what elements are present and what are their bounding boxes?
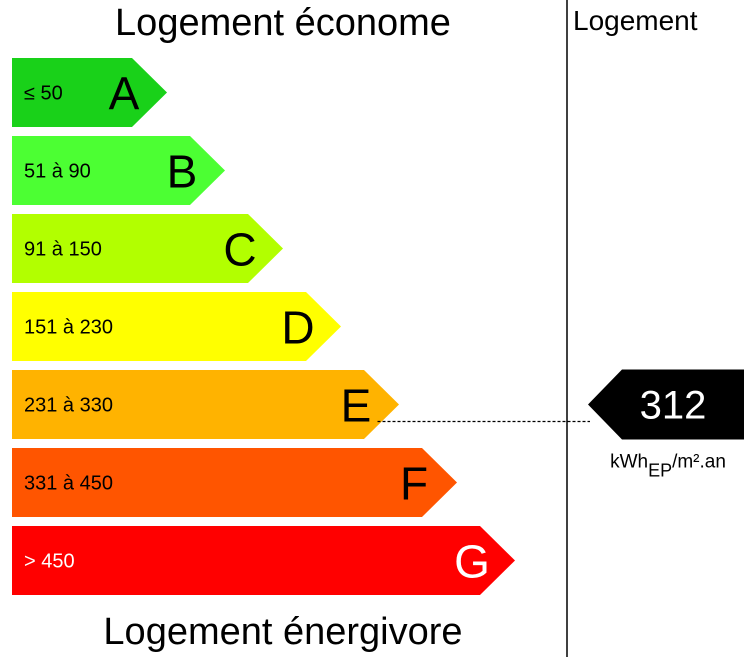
class-bar-shape <box>12 526 515 595</box>
class-letter: F <box>400 458 428 510</box>
class-letter: C <box>223 224 256 276</box>
class-bar-d: 151 à 230 D <box>12 292 341 361</box>
class-range-label: 51 à 90 <box>24 161 91 183</box>
class-letter: G <box>454 536 490 588</box>
title-bottom: Logement énergivore <box>103 611 462 653</box>
class-bars: ≤ 50 A 51 à 90 B 91 à 150 C 151 à 230 D 231 à 33… <box>12 58 515 595</box>
class-range-label: 91 à 150 <box>24 239 102 261</box>
title-top: Logement économe <box>115 2 451 44</box>
class-bar-shape <box>12 214 283 283</box>
class-bar-g: > 450 G <box>12 526 515 595</box>
class-range-label: 331 à 450 <box>24 473 113 495</box>
class-bar-c: 91 à 150 C <box>12 214 283 283</box>
column-label: Logement <box>573 5 698 36</box>
class-letter: B <box>167 146 198 198</box>
class-bar-shape <box>12 370 399 439</box>
class-bar-e: 231 à 330 E <box>12 370 399 439</box>
unit-suffix: /m².an <box>672 452 726 473</box>
class-bar-shape <box>12 448 457 517</box>
class-bar-f: 331 à 450 F <box>12 448 457 517</box>
class-range-label: ≤ 50 <box>24 83 63 105</box>
class-range-label: > 450 <box>24 551 75 573</box>
class-bar-shape <box>12 292 341 361</box>
class-bar-a: ≤ 50 A <box>12 58 167 127</box>
rating-marker <box>588 369 744 440</box>
rating-value: 312 <box>640 384 707 428</box>
class-range-label: 151 à 230 <box>24 317 113 339</box>
class-bar-shape <box>12 58 167 127</box>
class-range-label: 231 à 330 <box>24 395 113 417</box>
class-letter: D <box>281 302 314 354</box>
rating-unit: kWhEP/m².an <box>610 452 726 481</box>
class-letter: E <box>341 380 372 432</box>
unit-subscript: EP <box>648 461 672 481</box>
class-letter: A <box>109 68 140 120</box>
class-bar-shape <box>12 136 225 205</box>
unit-prefix: kWh <box>610 452 648 473</box>
class-bar-b: 51 à 90 B <box>12 136 225 205</box>
